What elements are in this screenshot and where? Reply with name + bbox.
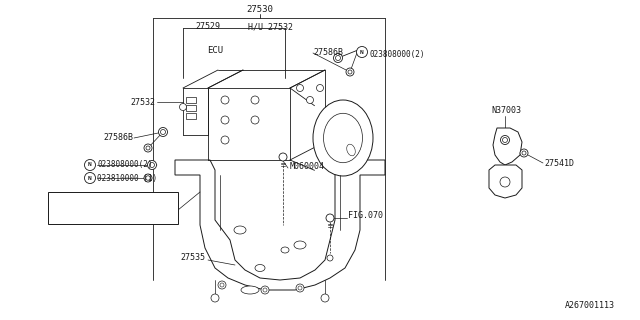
Ellipse shape: [234, 226, 246, 234]
Text: 27586B: 27586B: [313, 48, 343, 57]
Circle shape: [502, 138, 508, 142]
Text: 27530: 27530: [246, 5, 273, 14]
Circle shape: [296, 84, 303, 92]
Text: P100018: P100018: [54, 207, 124, 216]
Circle shape: [144, 174, 152, 182]
Text: A267001113: A267001113: [565, 301, 615, 310]
Circle shape: [144, 144, 152, 152]
Text: 023810000 (1): 023810000 (1): [97, 173, 157, 182]
Ellipse shape: [347, 144, 355, 156]
Polygon shape: [489, 165, 522, 198]
Circle shape: [263, 288, 267, 292]
Text: ( -'01MY0006): ( -'01MY0006): [54, 196, 114, 205]
Circle shape: [84, 172, 95, 183]
Circle shape: [220, 283, 224, 287]
Text: H/U 27532: H/U 27532: [248, 22, 293, 31]
Circle shape: [179, 103, 186, 110]
Text: M060004: M060004: [290, 162, 325, 171]
Text: N: N: [360, 50, 364, 54]
Circle shape: [346, 68, 354, 76]
Ellipse shape: [241, 286, 259, 294]
Circle shape: [146, 146, 150, 150]
Circle shape: [500, 135, 509, 145]
Ellipse shape: [313, 100, 373, 176]
Polygon shape: [175, 160, 385, 290]
Text: FIG.070: FIG.070: [348, 211, 383, 220]
Circle shape: [321, 294, 329, 302]
Text: N: N: [88, 163, 92, 167]
Circle shape: [161, 130, 166, 134]
Circle shape: [251, 116, 259, 124]
Text: 27541D: 27541D: [544, 158, 574, 167]
Circle shape: [218, 281, 226, 289]
Text: 27529: 27529: [195, 22, 220, 31]
Circle shape: [335, 55, 340, 60]
Circle shape: [317, 84, 323, 92]
Circle shape: [500, 177, 510, 187]
Circle shape: [211, 294, 219, 302]
Circle shape: [261, 286, 269, 294]
Circle shape: [84, 159, 95, 171]
Circle shape: [327, 255, 333, 261]
Circle shape: [522, 151, 526, 155]
Circle shape: [150, 163, 154, 167]
Circle shape: [221, 136, 229, 144]
Text: N: N: [88, 175, 92, 180]
Text: N37003: N37003: [491, 106, 521, 115]
Circle shape: [221, 116, 229, 124]
Ellipse shape: [281, 247, 289, 253]
Circle shape: [333, 53, 342, 62]
Text: 023808000(2): 023808000(2): [97, 161, 152, 170]
Polygon shape: [493, 128, 522, 165]
Circle shape: [348, 70, 352, 74]
Bar: [186, 113, 196, 119]
Text: 27532: 27532: [130, 98, 155, 107]
Circle shape: [159, 127, 168, 137]
Text: 023808000(2): 023808000(2): [369, 51, 424, 60]
Ellipse shape: [255, 265, 265, 271]
Bar: [186, 105, 196, 111]
Circle shape: [298, 286, 302, 290]
Circle shape: [147, 161, 157, 170]
Circle shape: [146, 176, 150, 180]
Text: 27586B: 27586B: [103, 133, 133, 142]
Circle shape: [279, 153, 287, 161]
Circle shape: [251, 96, 259, 104]
Circle shape: [326, 214, 334, 222]
Text: ECU: ECU: [207, 46, 223, 55]
Text: 27535: 27535: [180, 253, 205, 262]
Circle shape: [296, 284, 304, 292]
Circle shape: [520, 149, 528, 157]
FancyBboxPatch shape: [48, 192, 178, 224]
Circle shape: [221, 96, 229, 104]
Circle shape: [356, 46, 367, 58]
Bar: [186, 97, 196, 103]
Ellipse shape: [323, 113, 362, 163]
Ellipse shape: [294, 241, 306, 249]
Circle shape: [307, 97, 314, 103]
